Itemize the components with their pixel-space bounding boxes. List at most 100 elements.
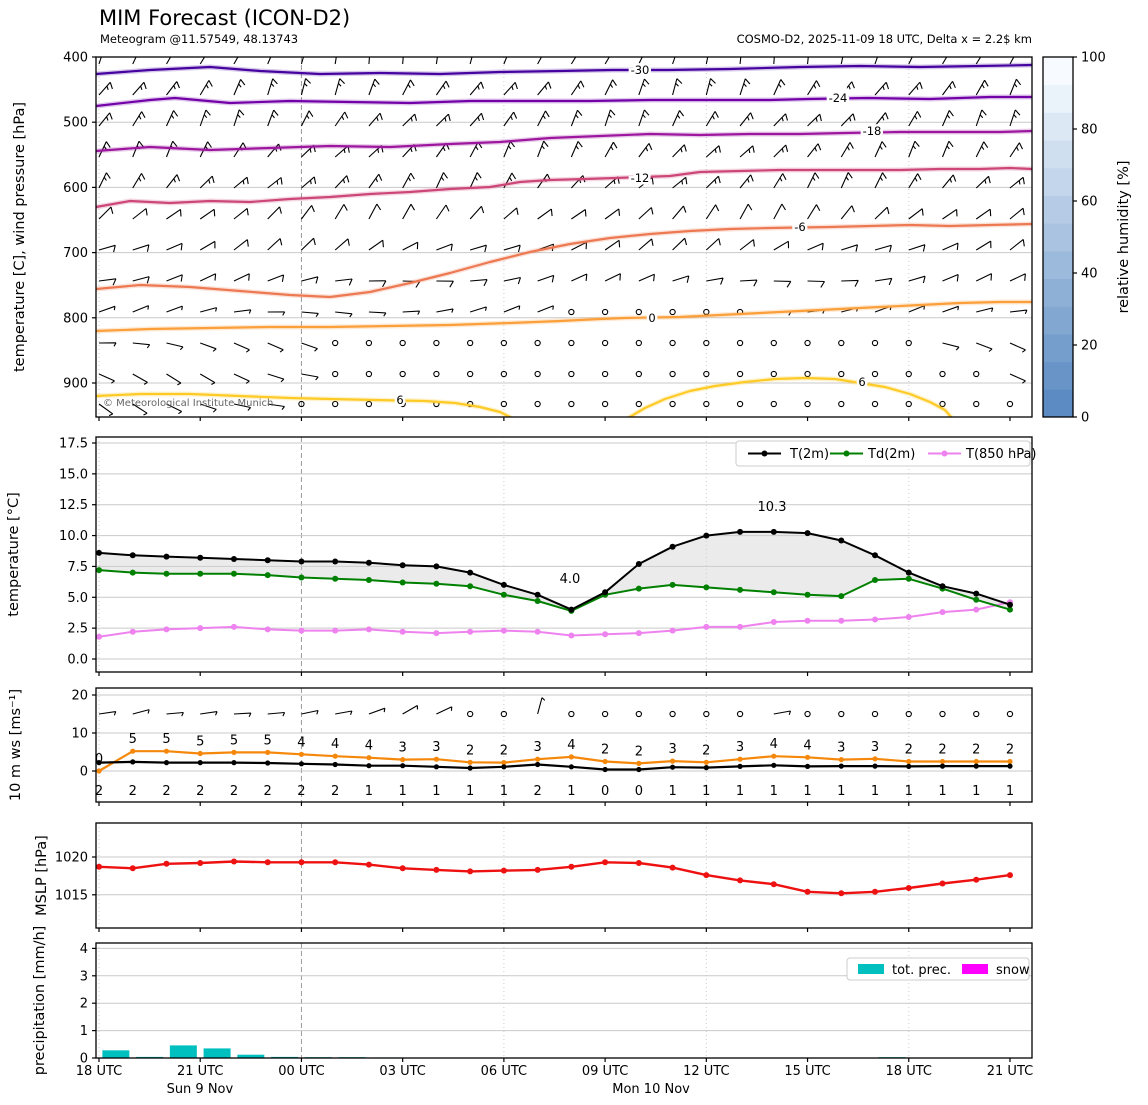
t2m-line	[98, 530, 1011, 611]
wind-barb-icon	[301, 709, 319, 715]
legend-label: T(850 hPa)	[965, 447, 1037, 462]
wind-speed-point	[535, 761, 541, 768]
t850-point	[230, 623, 237, 630]
wind-barb-icon	[435, 172, 448, 189]
wind-barb-icon	[267, 711, 286, 717]
dewpoint-point	[973, 596, 980, 603]
wind-barb-icon	[672, 275, 690, 283]
wind-barb-icon	[773, 57, 775, 65]
wind-barb-icon	[335, 278, 353, 286]
wind-barb-icon	[368, 203, 382, 220]
precipitation-bar	[203, 1048, 231, 1058]
calm-wind-icon	[871, 710, 879, 718]
colorbar-step	[1043, 111, 1073, 141]
mslp-point	[534, 866, 541, 873]
calm-wind-icon	[838, 339, 845, 347]
t2m-point	[230, 556, 237, 562]
isotherm-contour-6: 6	[625, 373, 955, 417]
wind-barb-icon	[132, 173, 146, 189]
calm-wind-icon	[905, 400, 912, 408]
gust-point	[265, 749, 271, 756]
wind-barb-icon	[233, 403, 252, 411]
calm-wind-icon	[568, 400, 575, 408]
wind-barb-icon	[199, 273, 217, 282]
wind-barb-icon	[402, 705, 418, 715]
y-tick-label: 3	[80, 969, 88, 984]
gust-point	[130, 748, 136, 754]
humidity-colorbar: 0 20 40 60 80 100 relative humidity [%]	[1042, 51, 1132, 426]
mslp-y-axis-label: MSLP [hPa]	[34, 835, 50, 916]
t850-point	[872, 616, 879, 623]
calm-wind-icon	[770, 400, 777, 408]
wind-barb-icon	[975, 240, 992, 251]
wind-barb-icon	[233, 239, 249, 251]
gust-point	[400, 757, 406, 763]
wind-speed-point	[265, 760, 271, 766]
legend-marker	[843, 450, 850, 457]
figure-model-run-info: COSMO-D2, 2025-11-09 18 UTC, Delta x = 2…	[736, 32, 1032, 46]
calm-wind-icon	[736, 339, 744, 347]
wind-barb-icon	[908, 57, 913, 65]
wind-barb-icon	[469, 172, 482, 189]
calm-wind-icon	[635, 339, 642, 347]
wind-barb-icon	[199, 57, 209, 65]
wind-barb-icon	[739, 203, 753, 220]
wind-barb-icon	[503, 305, 521, 313]
t850-point	[703, 623, 710, 630]
wind-barb-icon	[368, 707, 386, 715]
wind-barb-icon	[571, 209, 587, 220]
wind-barb-icon	[166, 403, 183, 415]
wind-barb-icon	[773, 173, 787, 189]
wind-barb-icon	[1009, 342, 1026, 353]
calm-wind-icon	[703, 710, 710, 718]
t2m-point	[804, 530, 811, 537]
wind-barb-icon	[98, 172, 111, 189]
t2m-point	[669, 543, 676, 550]
wind-value-label: 2	[533, 784, 541, 799]
wind-value-label: 1	[702, 784, 710, 799]
y-tick-label: 1	[80, 1024, 88, 1039]
wind-barb-icon	[436, 113, 451, 127]
wind-barb-icon	[942, 273, 959, 282]
calm-wind-icon	[568, 710, 575, 718]
wind-barb-icon	[200, 403, 217, 413]
wind-barb-icon	[975, 57, 985, 65]
wind-barb-icon	[233, 176, 249, 189]
calm-wind-icon	[871, 339, 879, 347]
gust-point	[1007, 758, 1013, 765]
wind-barb-icon	[334, 238, 350, 251]
calm-wind-icon	[1006, 710, 1014, 718]
wind-barb-icon	[942, 174, 957, 189]
gust-point	[366, 755, 372, 761]
y-tick-label: 4	[80, 942, 88, 957]
wind-barb-icon	[874, 112, 889, 127]
colorbar-tick-label: 20	[1081, 339, 1098, 354]
wind-barb-icon	[368, 112, 383, 127]
colorbar-axis-label: relative humidity [%]	[1116, 160, 1132, 313]
extreme-value-annotation: 4.0	[560, 572, 581, 587]
wind-barb-icon	[267, 274, 285, 282]
gust-value-label: 4	[567, 738, 575, 753]
precipitation-bar	[102, 1050, 130, 1058]
wind-barb-icon	[1009, 109, 1021, 127]
mslp-point	[872, 888, 879, 895]
calm-wind-icon	[871, 370, 879, 378]
t850-point	[163, 626, 170, 633]
wind-value-label: 2	[95, 784, 103, 799]
wind-barb-icon	[807, 80, 821, 96]
wind-barb-icon	[773, 280, 792, 288]
wind-barb-icon	[975, 208, 992, 220]
wind-speed-point	[501, 764, 507, 770]
wind-speed-point	[1007, 763, 1013, 769]
wind-speed-point	[163, 760, 170, 766]
wind-value-label: 1	[365, 784, 373, 799]
wind-barb-icon	[301, 276, 319, 284]
wind-barb-icon	[267, 238, 283, 251]
wind-barb-icon	[98, 305, 116, 313]
calm-wind-icon	[500, 400, 508, 408]
temperature-dewpoint-spread-fill	[99, 531, 1010, 611]
dewpoint-point	[770, 589, 777, 596]
contour-label: 6	[858, 375, 865, 389]
wind-barb-icon	[132, 373, 148, 385]
wind-barb-icon	[807, 143, 822, 158]
